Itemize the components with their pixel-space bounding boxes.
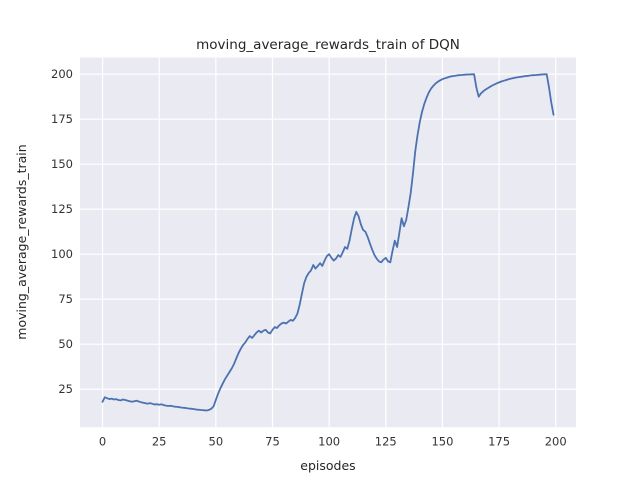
y-tick-label: 25: [58, 382, 73, 396]
y-tick-label: 50: [58, 337, 73, 351]
x-tick-labels: 0 25 50 75 100 125 150 175 200: [99, 435, 567, 449]
y-tick-labels: 25 50 75 100 125 150 175 200: [51, 67, 73, 396]
y-tick-label: 125: [51, 202, 73, 216]
y-axis-label: moving_average_rewards_train: [14, 144, 29, 339]
x-tick-label: 125: [375, 435, 397, 449]
x-tick-label: 150: [431, 435, 453, 449]
x-tick-label: 100: [318, 435, 340, 449]
x-tick-label: 200: [545, 435, 567, 449]
y-tick-label: 175: [51, 112, 73, 126]
y-tick-label: 150: [51, 157, 73, 171]
y-tick-label: 200: [51, 67, 73, 81]
plot-area: [80, 57, 576, 428]
y-tick-label: 75: [58, 292, 73, 306]
x-tick-label: 50: [209, 435, 224, 449]
x-tick-label: 0: [99, 435, 106, 449]
x-tick-label: 25: [152, 435, 167, 449]
x-axis-label: episodes: [300, 458, 355, 473]
reward-series-line: [101, 73, 555, 412]
y-tick-label: 100: [51, 247, 73, 261]
x-tick-label: 175: [488, 435, 510, 449]
chart-title: moving_average_rewards_train of DQN: [196, 37, 460, 53]
x-tick-label: 75: [265, 435, 280, 449]
